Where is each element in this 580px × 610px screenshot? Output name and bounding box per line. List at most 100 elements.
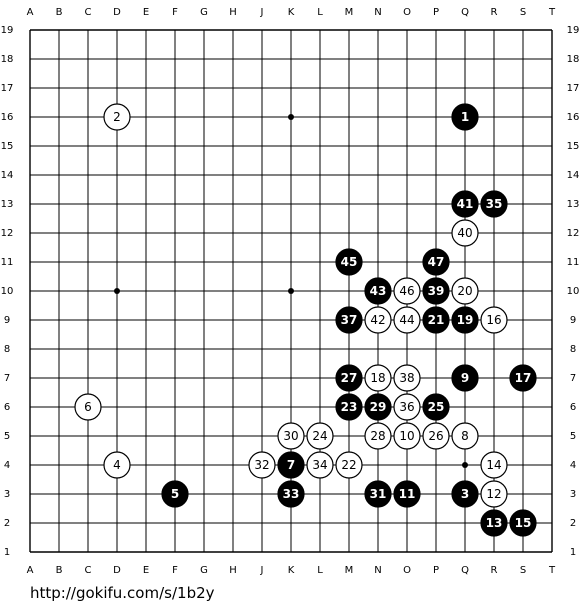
row-label: 6	[4, 402, 10, 413]
black-stone: 15	[509, 509, 537, 537]
white-stone: 40	[451, 219, 479, 247]
row-label: 11	[1, 257, 14, 268]
black-stone: 17	[509, 364, 537, 392]
row-label: 17	[567, 83, 580, 94]
move-number: 1	[461, 110, 469, 124]
move-number: 13	[486, 516, 503, 530]
move-number: 40	[457, 226, 472, 240]
white-stone: 24	[306, 422, 334, 450]
move-number: 20	[457, 284, 472, 298]
row-label: 3	[570, 489, 576, 500]
move-number: 17	[515, 371, 532, 385]
move-number: 18	[370, 371, 385, 385]
stone-disc	[74, 393, 102, 421]
move-number: 5	[171, 487, 179, 501]
column-label: J	[260, 7, 264, 18]
column-label: D	[113, 7, 121, 18]
move-number: 43	[370, 284, 387, 298]
move-number: 26	[428, 429, 443, 443]
stone-disc	[451, 219, 479, 247]
stone-disc	[364, 393, 392, 421]
white-stone: 6	[74, 393, 102, 421]
stone-disc	[103, 103, 131, 131]
black-stone: 1	[451, 103, 479, 131]
column-label: B	[56, 7, 63, 18]
white-stone: 4	[103, 451, 131, 479]
stone-disc	[422, 422, 450, 450]
move-number: 10	[399, 429, 414, 443]
row-label: 3	[4, 489, 10, 500]
row-label: 12	[1, 228, 14, 239]
row-label: 18	[1, 54, 14, 65]
white-stone: 38	[393, 364, 421, 392]
column-label: F	[172, 7, 178, 18]
stone-disc	[451, 306, 479, 334]
row-label: 19	[567, 25, 580, 36]
black-stone: 9	[451, 364, 479, 392]
column-label: S	[520, 565, 526, 576]
stone-disc	[364, 364, 392, 392]
stone-disc	[451, 480, 479, 508]
star-point	[114, 288, 120, 294]
move-number: 37	[341, 313, 358, 327]
stone-disc	[509, 364, 537, 392]
star-point	[288, 114, 294, 120]
white-stone: 22	[335, 451, 363, 479]
source-url[interactable]: http://gokifu.com/s/1b2y	[30, 584, 215, 602]
move-number: 36	[399, 400, 414, 414]
move-number: 35	[486, 197, 503, 211]
stone-disc	[480, 509, 508, 537]
column-label: J	[260, 565, 264, 576]
stone-disc	[480, 306, 508, 334]
column-label: A	[27, 7, 34, 18]
move-number: 31	[370, 487, 387, 501]
black-stone: 21	[422, 306, 450, 334]
move-number: 45	[341, 255, 358, 269]
move-number: 14	[486, 458, 501, 472]
black-stone: 33	[277, 480, 305, 508]
stone-disc	[422, 306, 450, 334]
stone-disc	[277, 451, 305, 479]
column-label: T	[548, 7, 556, 18]
black-stone: 25	[422, 393, 450, 421]
move-number: 2	[113, 110, 121, 124]
column-label: G	[200, 7, 208, 18]
column-label: P	[433, 565, 439, 576]
move-number: 21	[428, 313, 445, 327]
stone-disc	[306, 451, 334, 479]
white-stone: 16	[480, 306, 508, 334]
row-label: 13	[567, 199, 580, 210]
move-number: 4	[113, 458, 121, 472]
black-stone: 7	[277, 451, 305, 479]
row-label: 2	[570, 518, 576, 529]
column-label: R	[491, 7, 498, 18]
stone-disc	[480, 451, 508, 479]
column-label: T	[548, 565, 556, 576]
move-number: 16	[486, 313, 501, 327]
stone-disc	[480, 480, 508, 508]
stone-disc	[103, 451, 131, 479]
white-stone: 20	[451, 277, 479, 305]
row-label: 13	[1, 199, 14, 210]
stone-disc	[393, 393, 421, 421]
column-label: M	[345, 565, 354, 576]
white-stone: 30	[277, 422, 305, 450]
white-stone: 32	[248, 451, 276, 479]
move-number: 27	[341, 371, 358, 385]
stone-disc	[393, 364, 421, 392]
white-stone: 44	[393, 306, 421, 334]
column-label: C	[85, 7, 92, 18]
white-stone: 36	[393, 393, 421, 421]
column-label: F	[172, 565, 178, 576]
white-stone: 8	[451, 422, 479, 450]
move-number: 22	[341, 458, 356, 472]
white-stone: 2	[103, 103, 131, 131]
row-label: 17	[1, 83, 14, 94]
row-label: 14	[1, 170, 14, 181]
black-stone: 31	[364, 480, 392, 508]
move-number: 41	[457, 197, 474, 211]
row-label: 4	[4, 460, 10, 471]
row-label: 2	[4, 518, 10, 529]
